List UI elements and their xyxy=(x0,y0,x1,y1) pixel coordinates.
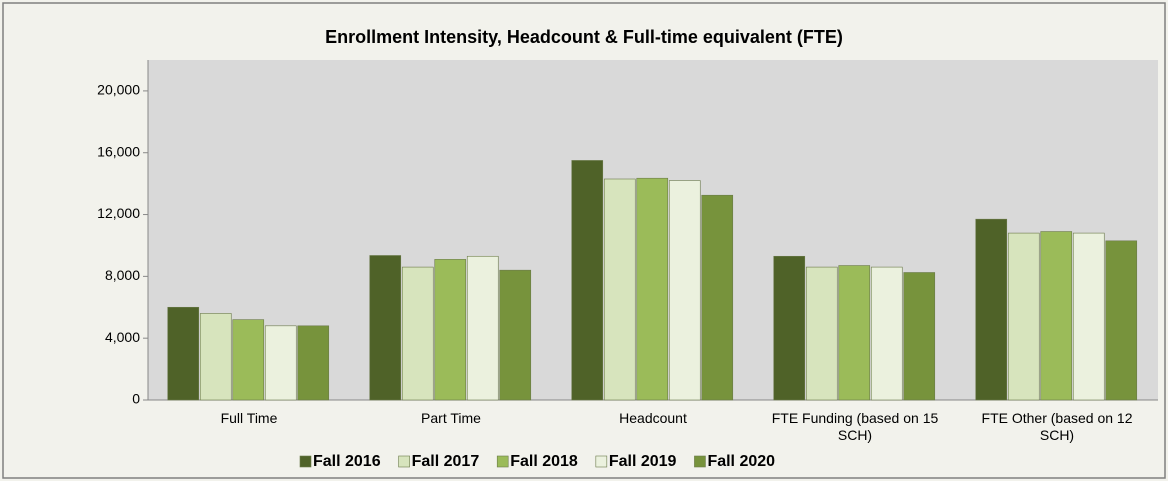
legend-label: Fall 2018 xyxy=(510,453,578,470)
x-tick-label: Full Time xyxy=(220,410,278,426)
bar xyxy=(805,266,838,401)
legend-label: Fall 2016 xyxy=(313,453,381,470)
legend-label: Fall 2020 xyxy=(707,453,775,470)
bar xyxy=(903,272,936,401)
x-tick-label: Headcount xyxy=(619,410,687,426)
legend-swatch xyxy=(595,455,608,468)
bar xyxy=(773,255,806,401)
y-tick-label: 12,000 xyxy=(97,205,140,221)
x-tick-label: FTE Other (based on 12 SCH) xyxy=(981,410,1133,443)
bar xyxy=(701,194,734,401)
bar xyxy=(199,313,232,401)
x-tick-label: FTE Funding (based on 15 SCH) xyxy=(771,410,939,443)
y-tick-label: 8,000 xyxy=(105,267,140,283)
bar xyxy=(838,265,871,401)
bar xyxy=(434,259,467,401)
y-tick-label: 20,000 xyxy=(97,82,140,98)
bar xyxy=(499,269,532,401)
bar xyxy=(870,266,903,401)
bar xyxy=(1007,232,1040,401)
bar xyxy=(297,325,330,401)
chart-title: Enrollment Intensity, Headcount & Full-t… xyxy=(325,27,843,47)
bar xyxy=(466,255,499,401)
bar xyxy=(369,255,402,401)
bar xyxy=(668,180,701,401)
bar xyxy=(1105,240,1138,401)
bar xyxy=(167,306,200,401)
bar xyxy=(401,266,434,401)
bar xyxy=(1040,231,1073,401)
legend-swatch xyxy=(694,455,706,468)
bar xyxy=(975,218,1008,401)
bar xyxy=(571,160,604,401)
bar xyxy=(232,319,265,401)
bar xyxy=(603,178,636,401)
bar xyxy=(1072,232,1105,401)
y-tick-label: 4,000 xyxy=(105,329,140,345)
bar xyxy=(636,177,669,401)
legend-label: Fall 2019 xyxy=(609,453,677,470)
y-tick-label: 0 xyxy=(132,391,140,407)
legend-swatch xyxy=(398,455,410,468)
bar xyxy=(264,325,297,401)
y-tick-label: 16,000 xyxy=(97,143,140,159)
legend-swatch xyxy=(299,455,312,468)
x-tick-label: Part Time xyxy=(421,410,481,426)
legend-swatch xyxy=(496,455,509,468)
legend-label: Fall 2017 xyxy=(412,453,480,470)
